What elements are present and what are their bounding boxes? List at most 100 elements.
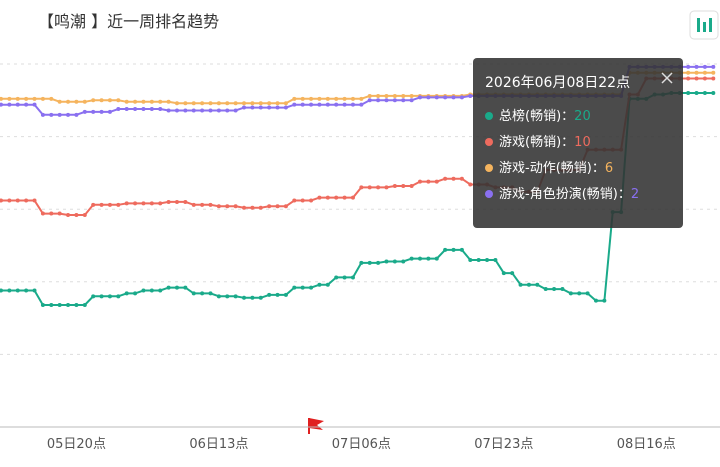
data-point <box>107 109 112 114</box>
data-point <box>711 91 716 96</box>
data-point <box>49 303 54 308</box>
data-point <box>242 101 247 106</box>
data-point <box>702 70 707 75</box>
data-point <box>711 64 716 69</box>
data-point <box>91 294 96 299</box>
data-point <box>350 102 355 107</box>
data-point <box>66 303 71 308</box>
data-point <box>325 195 330 200</box>
data-point <box>317 195 322 200</box>
data-point <box>166 285 171 290</box>
tooltip-separator: ： <box>561 109 575 124</box>
data-point <box>342 275 347 280</box>
data-point <box>292 198 297 203</box>
data-point <box>158 99 163 104</box>
data-point <box>267 105 272 110</box>
data-point <box>133 201 138 206</box>
data-point <box>384 259 389 264</box>
data-point <box>418 179 422 184</box>
data-point <box>401 98 406 103</box>
data-point <box>116 202 121 207</box>
data-point <box>694 70 699 75</box>
data-point <box>208 108 213 113</box>
tooltip-title: 2026年06月08日22点 <box>485 75 631 91</box>
data-point <box>342 96 347 101</box>
data-point <box>300 198 305 203</box>
data-point <box>686 70 691 75</box>
data-point <box>283 292 288 297</box>
data-point <box>267 204 272 209</box>
data-point <box>82 109 87 114</box>
data-point <box>183 108 188 113</box>
data-point <box>74 303 79 308</box>
data-point <box>99 202 104 207</box>
data-point <box>325 96 330 101</box>
data-point <box>66 213 71 218</box>
data-point <box>0 96 3 101</box>
data-point <box>392 93 397 98</box>
data-point <box>57 112 62 117</box>
data-point <box>283 204 288 209</box>
data-point <box>258 101 263 106</box>
data-point <box>401 183 406 188</box>
data-point <box>183 101 188 106</box>
data-point <box>309 198 314 203</box>
data-point <box>334 275 339 280</box>
data-point <box>141 288 146 293</box>
close-icon[interactable] <box>661 72 673 84</box>
data-point <box>200 202 205 207</box>
data-point <box>24 288 29 293</box>
data-point <box>401 93 406 98</box>
data-point <box>15 102 20 107</box>
tooltip-value: 6 <box>604 161 614 176</box>
data-point <box>694 64 699 69</box>
tooltip-series-name: 游戏(畅销) <box>499 135 562 150</box>
data-point <box>292 96 297 101</box>
data-point <box>686 76 691 81</box>
data-point <box>40 96 45 101</box>
data-point <box>434 179 439 184</box>
data-point <box>216 294 221 299</box>
data-point <box>149 107 154 112</box>
data-point <box>250 101 255 106</box>
data-point <box>0 288 3 293</box>
data-point <box>216 108 221 113</box>
data-point <box>158 201 163 206</box>
data-point <box>191 101 196 106</box>
tooltip-separator: ： <box>561 135 575 150</box>
data-point <box>124 201 129 206</box>
tooltip-series-name: 游戏-角色扮演(畅销) <box>499 187 618 202</box>
data-point <box>116 107 121 112</box>
data-point <box>350 275 355 280</box>
data-point <box>485 258 490 263</box>
data-point <box>451 176 456 181</box>
data-point <box>409 93 414 98</box>
data-point <box>602 298 607 303</box>
data-point <box>552 287 557 292</box>
data-point <box>459 176 464 181</box>
data-point <box>124 107 129 112</box>
data-point <box>384 185 389 190</box>
chart-icon[interactable] <box>689 10 719 40</box>
data-point <box>99 294 104 299</box>
data-point <box>350 96 355 101</box>
data-point <box>149 288 154 293</box>
data-point <box>149 201 154 206</box>
data-point <box>40 303 45 308</box>
data-point <box>24 102 29 107</box>
data-point <box>392 98 397 103</box>
data-point <box>686 64 691 69</box>
data-point <box>459 95 464 100</box>
data-point <box>99 109 104 114</box>
data-point <box>359 102 364 107</box>
data-point <box>376 98 381 103</box>
data-point <box>275 105 280 110</box>
data-point <box>74 112 79 117</box>
data-point <box>309 285 314 290</box>
data-point <box>191 291 196 296</box>
data-point <box>141 107 146 112</box>
x-tick-label: 08日16点 <box>617 437 676 452</box>
data-point <box>283 101 288 106</box>
data-point <box>526 282 531 287</box>
